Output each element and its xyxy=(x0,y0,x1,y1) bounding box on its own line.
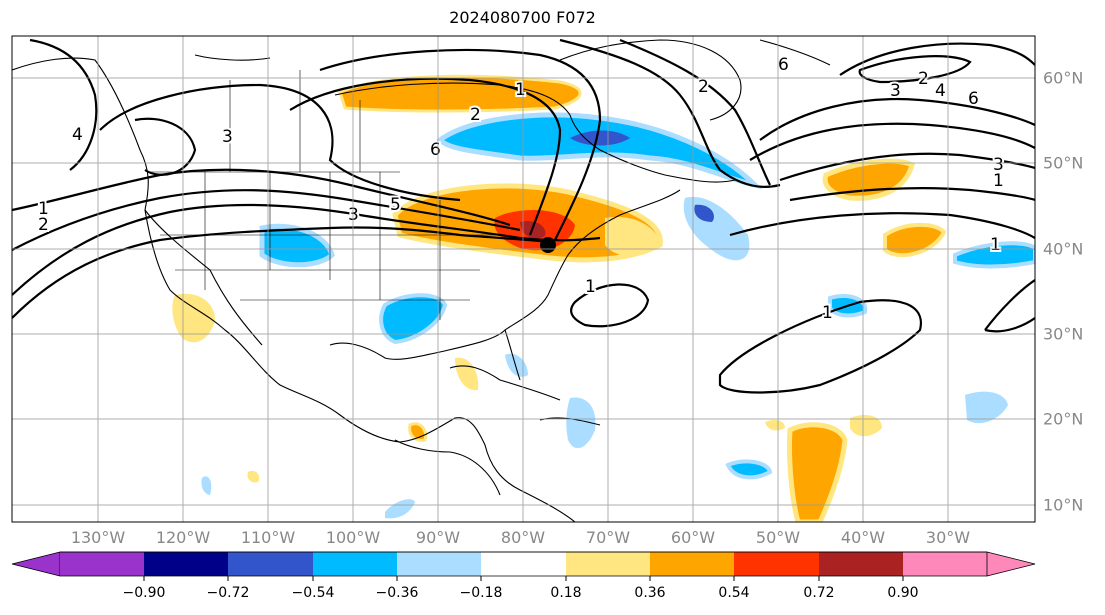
location-marker xyxy=(540,237,556,253)
contour-label: 1 xyxy=(822,303,833,323)
contours xyxy=(12,38,1035,394)
colorbar-ticks xyxy=(143,576,904,581)
colorbar-tick-label: −0.90 xyxy=(122,585,166,601)
colorbar-tick-label: −0.54 xyxy=(291,585,335,601)
colorbar-segment xyxy=(566,552,650,576)
colorbar-tick-label: −0.18 xyxy=(459,585,503,601)
latitude-label: 20°N xyxy=(1043,409,1084,429)
negative-anomaly-region xyxy=(259,223,335,268)
contour-label-group: 1 2 3 4 5 6 2 3 4 6 1 2 3 6 1 1 1 1 3 2 xyxy=(36,53,1006,325)
contour-label: 2 xyxy=(38,215,49,235)
contour-label: 3 xyxy=(890,81,901,101)
longitude-label: 90°W xyxy=(415,528,461,547)
latitude-label: 60°N xyxy=(1043,68,1084,88)
positive-anomaly-region xyxy=(883,222,947,258)
colorbar-tick-label: −0.36 xyxy=(375,585,419,601)
colorbar-segment xyxy=(903,552,987,576)
negative-anomaly-region xyxy=(566,397,596,449)
colorbar-segment xyxy=(60,552,144,576)
longitude-label: 130°W xyxy=(70,528,126,547)
colorbar-tick-label: 0.18 xyxy=(550,585,582,601)
contour-label: 1 xyxy=(585,277,596,297)
contour-label: 6 xyxy=(430,140,441,160)
colorbar-segment xyxy=(481,552,566,576)
negative-anomaly-region xyxy=(385,499,415,519)
contour-label: 1 xyxy=(515,80,526,100)
contour-label: 3 xyxy=(993,155,1004,175)
colorbar-tick-label: 0.90 xyxy=(887,585,919,601)
positive-anomaly-region xyxy=(765,420,785,431)
positive-anomaly-region xyxy=(338,74,582,113)
positive-anomaly-region xyxy=(605,216,660,257)
contour-label: 6 xyxy=(968,89,979,109)
longitude-label: 120°W xyxy=(155,528,211,547)
longitude-label: 110°W xyxy=(240,528,296,547)
positive-anomaly-region xyxy=(786,422,848,522)
colorbar-segment xyxy=(650,552,734,576)
colorbar-overflow-arrow xyxy=(986,551,1036,577)
colorbar-segment xyxy=(819,552,903,576)
latitude-label: 30°N xyxy=(1043,324,1084,344)
colorbar-tick-label: 0.54 xyxy=(718,585,750,601)
longitude-label: 40°W xyxy=(840,528,886,547)
map-frame xyxy=(11,35,1036,523)
contour-label: 4 xyxy=(72,125,83,145)
contour-label: 1 xyxy=(990,235,1001,255)
latitude-label: 40°N xyxy=(1043,239,1084,259)
contour-label: 3 xyxy=(222,127,233,147)
longitude-label: 50°W xyxy=(755,528,801,547)
negative-anomaly-region xyxy=(725,459,773,480)
colorbar-tick-label: 0.36 xyxy=(634,585,666,601)
map-title: 2024080700 F072 xyxy=(449,8,596,27)
colorbar-segment xyxy=(228,552,313,576)
contour-label: 2 xyxy=(698,77,709,97)
negative-anomaly-region xyxy=(379,293,448,345)
contour-label: 2 xyxy=(918,69,929,89)
colorbar-segment xyxy=(397,552,481,576)
contour-label: 4 xyxy=(935,81,946,101)
colorbar-underflow-arrow xyxy=(11,551,61,577)
longitude-label: 100°W xyxy=(325,528,381,547)
negative-anomaly-region xyxy=(505,353,528,377)
contour-label: 2 xyxy=(470,105,481,125)
longitude-label: 80°W xyxy=(500,528,546,547)
longitude-label: 60°W xyxy=(670,528,716,547)
longitude-label: 30°W xyxy=(925,528,971,547)
colorbar-segment xyxy=(144,552,228,576)
colorbar-segment xyxy=(313,552,397,576)
colorbar-tick-label: 0.72 xyxy=(803,585,835,601)
latitude-label: 50°N xyxy=(1043,153,1084,173)
positive-anomaly-region xyxy=(247,470,260,483)
gridlines xyxy=(12,36,1035,522)
negative-anomaly-region xyxy=(201,476,212,495)
negative-anomaly-core xyxy=(570,130,630,146)
contour-label: 5 xyxy=(390,195,401,215)
colorbar-tick-label: −0.72 xyxy=(206,585,250,601)
colorbar xyxy=(11,551,1036,581)
longitude-label: 70°W xyxy=(585,528,631,547)
negative-anomaly-region xyxy=(965,391,1008,424)
positive-anomaly-region xyxy=(850,415,882,437)
contour-label: 1 xyxy=(993,171,1004,191)
negative-anomaly-core xyxy=(694,204,715,222)
contour-label: 6 xyxy=(778,55,789,75)
colorbar-segment xyxy=(734,552,819,576)
latitude-label: 10°N xyxy=(1043,495,1084,515)
contour-label: 1 xyxy=(38,199,49,219)
